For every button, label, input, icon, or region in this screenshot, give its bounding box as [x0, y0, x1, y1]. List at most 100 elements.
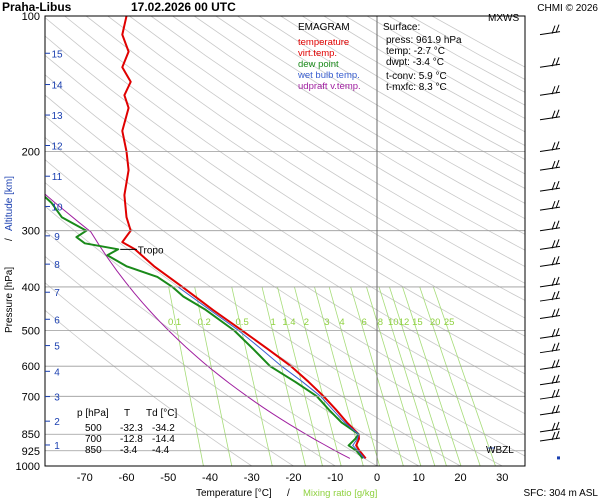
mixing-ratio-line [168, 286, 204, 466]
surface-temp: temp: -2.7 °C [386, 46, 445, 57]
altitude-tick: 11 [52, 172, 63, 183]
mixing-ratio-label: 3 [324, 317, 329, 328]
mixing-ratio-label: 0.2 [198, 317, 211, 328]
wind-barb-icon [539, 166, 561, 171]
dry-adiabat [215, 16, 525, 204]
surface-tmxfc: t-mxfc: 8.3 °C [386, 82, 447, 93]
mixing-ratio-line [378, 286, 436, 466]
datetime-title: 17.02.2026 00 UTC [131, 0, 236, 14]
wind-barb-feather [555, 388, 560, 398]
altitude-tick: 15 [51, 49, 63, 60]
wind-barb-icon [539, 245, 561, 250]
wind-barb-icon [539, 297, 561, 302]
x-axis-label-mixing: Mixing ratio [g/kg] [303, 488, 377, 499]
wind-barb-icon [539, 63, 561, 68]
temperature-tick: -50 [160, 472, 176, 484]
tropopause-label: Tropo [138, 245, 164, 256]
surface-press: press: 961.9 hPa [386, 35, 462, 46]
wind-barb-feather [551, 329, 556, 338]
wind-barb-icon [539, 147, 561, 152]
dry-adiabat [45, 255, 336, 466]
mixing-ratio-label: 25 [444, 317, 455, 328]
temperature-tick: -40 [202, 472, 218, 484]
mixing-ratio-label: 20 [430, 317, 441, 328]
temperature-tick: 0 [374, 472, 380, 484]
sfc-label: SFC: 304 m ASL [524, 488, 599, 499]
altitude-tick: 10 [51, 202, 63, 213]
wind-barb-icon [539, 437, 561, 442]
altitude-tick: 1 [54, 441, 60, 452]
y-axis-label: Pressure [hPa] [4, 267, 15, 333]
mixing-ratio-line [231, 286, 273, 466]
wind-barb-feather [555, 220, 560, 229]
legend-item: wet bulb temp. [297, 70, 360, 81]
altitude-tick: 13 [51, 111, 63, 122]
mixing-ratio-line [277, 286, 323, 466]
wind-barb-feather [555, 430, 560, 440]
dry-adiabat [64, 16, 525, 319]
wind-barb-icon [539, 91, 561, 96]
wind-barb-feather [555, 328, 560, 337]
pressure-tick: 1000 [16, 461, 40, 473]
wind-barb-icon [539, 395, 561, 400]
wind-barb-feather [555, 374, 560, 383]
wind-barb-feather [551, 86, 556, 95]
wind-barb-feather [551, 257, 556, 266]
wind-barb-feather [555, 109, 560, 118]
wind-barb-icon [539, 365, 561, 370]
wind-barb-feather [555, 180, 560, 190]
mixing-ratio-label: 1.4 [282, 317, 295, 328]
table-header: p [hPa] [77, 408, 109, 419]
wind-barb-feather [551, 291, 556, 301]
wind-barb-feather [555, 308, 560, 317]
dry-adiabat [45, 17, 525, 337]
wind-barb-feather [551, 375, 556, 384]
wind-barb-feather [555, 85, 560, 94]
wind-barb-feather [551, 309, 556, 318]
chart-grid [44, 15, 526, 467]
wind-barb-feather [551, 110, 556, 119]
table-cell: -4.4 [152, 445, 170, 456]
wind-barb-feather [555, 159, 560, 169]
table-cell: -12.8 [120, 434, 143, 445]
legend-item: temperature [298, 37, 349, 48]
surface-wind-marker [557, 456, 560, 460]
legend-item: dew point [298, 59, 339, 70]
mixing-ratio-label: 0.5 [236, 317, 249, 328]
temperature-tick: -10 [327, 472, 343, 484]
mixing-ratio-line [389, 286, 447, 466]
altitude-tick: 2 [54, 417, 60, 428]
y-axis-sep: / [4, 238, 15, 241]
pressure-tick: 700 [22, 391, 40, 403]
surface-tconv: t-conv: 5.9 °C [386, 71, 447, 82]
mixing-ratio-line [402, 286, 462, 466]
wind-barb-icon [539, 116, 561, 121]
wind-barb-feather [551, 343, 556, 352]
dry-adiabat [85, 16, 525, 301]
x-axis-label: Temperature [°C] [196, 488, 272, 499]
wind-barb-icon [539, 227, 561, 232]
wind-barb-feather [551, 160, 556, 170]
station-title: Praha-Libus [2, 0, 72, 14]
pressure-tick: 850 [22, 429, 40, 441]
wind-barb-feather [555, 141, 560, 150]
pressure-tick: 100 [22, 11, 40, 23]
table-cell: 700 [85, 434, 102, 445]
wind-barb-feather [551, 221, 556, 230]
dry-adiabat [193, 16, 525, 220]
wind-barb-icon [539, 283, 561, 288]
wind-barb-icon [539, 262, 561, 267]
plot-area [45, 16, 525, 466]
wetbulb-line [177, 286, 365, 459]
temperature-tick: 20 [454, 472, 466, 484]
pressure-tick: 200 [22, 146, 40, 158]
surface-dwpt: dwpt: -3.4 °C [386, 57, 444, 68]
mixing-ratio-line [419, 286, 481, 466]
wind-barb-feather [555, 421, 560, 431]
wind-barb-feather [551, 142, 556, 151]
wind-barb-feather [555, 342, 560, 351]
dry-adiabat [45, 74, 525, 394]
wind-barb-feather [555, 24, 560, 33]
table-cell: 850 [85, 445, 102, 456]
